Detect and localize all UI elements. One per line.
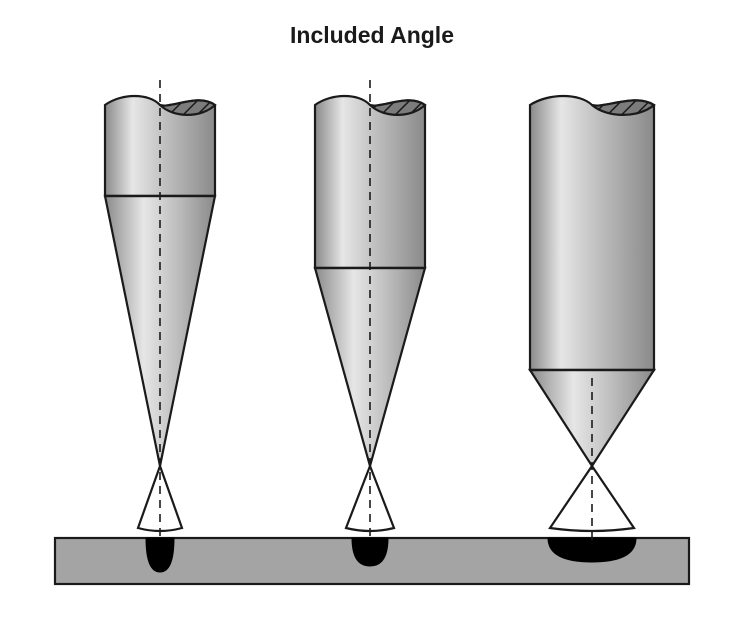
electrode-narrow-angle: [105, 80, 215, 572]
electrode-medium-angle: [315, 80, 425, 566]
included-angle-diagram: [0, 0, 744, 627]
electrode-wide-angle: [530, 96, 654, 562]
cylinder-body: [530, 96, 654, 370]
